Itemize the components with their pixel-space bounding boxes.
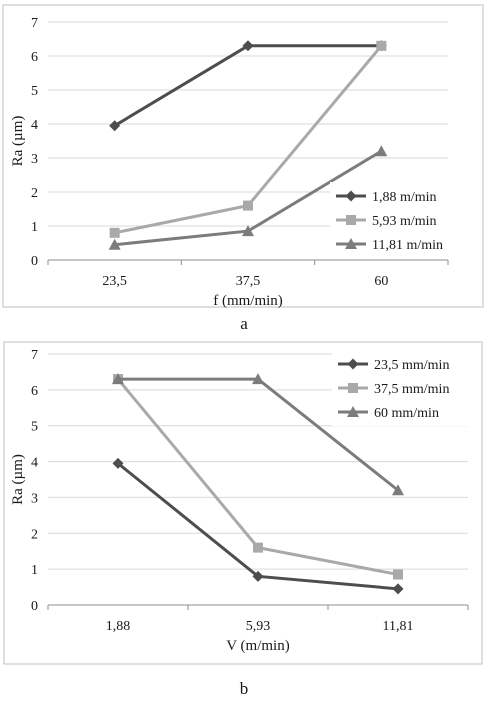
- chart-a-data-point: [375, 145, 388, 157]
- chart-b-ytick-label: 6: [31, 384, 38, 399]
- chart-a-ytick-label: 7: [31, 16, 38, 31]
- chart-a-frame: [2, 4, 484, 308]
- chart-b-data-point: [252, 570, 264, 582]
- chart-a-series-3: [108, 145, 388, 250]
- chart-a-ytick-label: 1: [31, 220, 38, 235]
- chart-b-data-point: [112, 373, 124, 385]
- chart-a-x-axis-title: f (mm/min): [213, 293, 283, 309]
- chart-a-data-point: [109, 227, 120, 238]
- chart-b-legend: 23,5 mm/min 37,5 mm/min 60 mm/min: [332, 350, 470, 426]
- chart-b-legend-label: 23,5 mm/min: [374, 358, 449, 373]
- chart-b-data-point: [112, 457, 124, 469]
- chart-a-legend-marker: [345, 238, 357, 249]
- chart-a-legend-label: 11,81 m/min: [372, 238, 443, 253]
- chart-a-series-line: [113, 44, 382, 127]
- chart-b-svg: 0 1 2 3 4 5 6 7 1,88 5,93 11,81 V (m/min) Ra (µm) 23,…: [3, 341, 483, 665]
- chart-a-series-1: [109, 40, 387, 132]
- chart-b-xtick-label: 1,88: [106, 619, 131, 634]
- chart-b-series-1: [112, 457, 404, 595]
- chart-b-series-line: [117, 462, 399, 591]
- chart-b-legend-marker: [348, 383, 358, 393]
- chart-a-data-point: [242, 40, 254, 52]
- chart-a-ytick-label: 5: [31, 84, 38, 99]
- chart-b-data-point: [392, 583, 404, 595]
- chart-a-ytick-label: 4: [31, 118, 38, 133]
- chart-b-ytick-label: 0: [31, 599, 38, 614]
- chart-b-ytick-label: 1: [31, 563, 38, 578]
- chart-b-ytick-label: 5: [31, 420, 38, 435]
- chart-b-ytick-label: 3: [31, 491, 38, 506]
- chart-b-legend-marker: [347, 406, 359, 417]
- chart-a-ytick-label: 2: [31, 186, 38, 201]
- chart-b-frame: [3, 341, 483, 665]
- chart-a-legend-marker: [345, 190, 357, 202]
- chart-b-data-point: [252, 373, 264, 385]
- chart-a-series-2: [109, 40, 387, 238]
- chart-a: 0 1 2 3 4 5 6 7 23,5 37,5 60 f (mm/min) Ra (µm) 1,88 …: [0, 0, 488, 312]
- chart-a-ytick-label: 3: [31, 152, 38, 167]
- chart-b-ytick-label: 2: [31, 527, 38, 542]
- chart-a-y-axis-title: Ra (µm): [10, 116, 26, 167]
- chart-b: 0 1 2 3 4 5 6 7 1,88 5,93 11,81 V (m/min) Ra (µm) 23,…: [0, 340, 488, 670]
- chart-b-x-axis-title: V (m/min): [226, 638, 289, 654]
- chart-a-ytick-label: 0: [31, 254, 38, 269]
- chart-b-data-point: [392, 484, 404, 496]
- chart-a-ytick-label: 6: [31, 50, 38, 65]
- chart-b-caption: b: [239, 679, 249, 698]
- chart-b-xtick-label: 5,93: [246, 619, 271, 634]
- chart-a-legend: 1,88 m/min 5,93 m/min 11,81 m/min: [330, 182, 450, 258]
- chart-b-data-point: [393, 569, 403, 580]
- chart-b-data-point: [253, 542, 263, 553]
- chart-a-caption: a: [240, 314, 248, 333]
- chart-a-data-point: [243, 200, 253, 211]
- chart-b-xtick-label: 11,81: [383, 619, 414, 634]
- chart-b-legend-marker: [347, 358, 359, 370]
- chart-a-legend-label: 5,93 m/min: [372, 214, 437, 229]
- chart-b-y-axis-title: Ra (µm): [10, 454, 26, 505]
- chart-a-xtick-label: 60: [374, 274, 388, 289]
- chart-b-legend-label: 37,5 mm/min: [374, 382, 449, 397]
- chart-a-data-point: [108, 238, 121, 250]
- chart-a-svg: 0 1 2 3 4 5 6 7 23,5 37,5 60 f (mm/min) Ra (µm) 1,88 …: [2, 4, 484, 309]
- chart-b-legend-label: 60 mm/min: [374, 406, 439, 421]
- chart-a-data-point: [109, 120, 121, 132]
- chart-a-data-point: [376, 40, 387, 51]
- chart-a-xtick-label: 37,5: [236, 274, 261, 289]
- chart-b-ytick-label: 4: [31, 456, 38, 471]
- chart-a-xtick-label: 23,5: [102, 274, 127, 289]
- chart-b-ytick-label: 7: [31, 348, 38, 363]
- chart-a-legend-label: 1,88 m/min: [372, 190, 437, 205]
- chart-a-data-point: [242, 225, 254, 237]
- chart-b-series-3: [112, 373, 404, 496]
- chart-a-legend-marker: [346, 215, 356, 225]
